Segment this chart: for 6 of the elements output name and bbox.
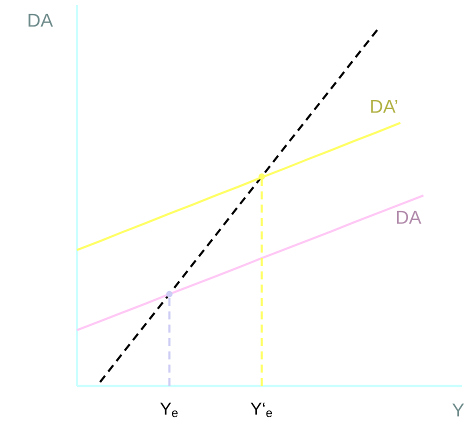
x-tick-label: Y$_{e}$ (160, 402, 178, 418)
series-label: DA (396, 210, 422, 224)
x-axis-title: Y (452, 404, 464, 416)
series-label: DA’ (371, 100, 398, 113)
y-axis-title: DA (28, 14, 53, 27)
x-tick-label: Y‘$_{e}$ (250, 402, 272, 418)
